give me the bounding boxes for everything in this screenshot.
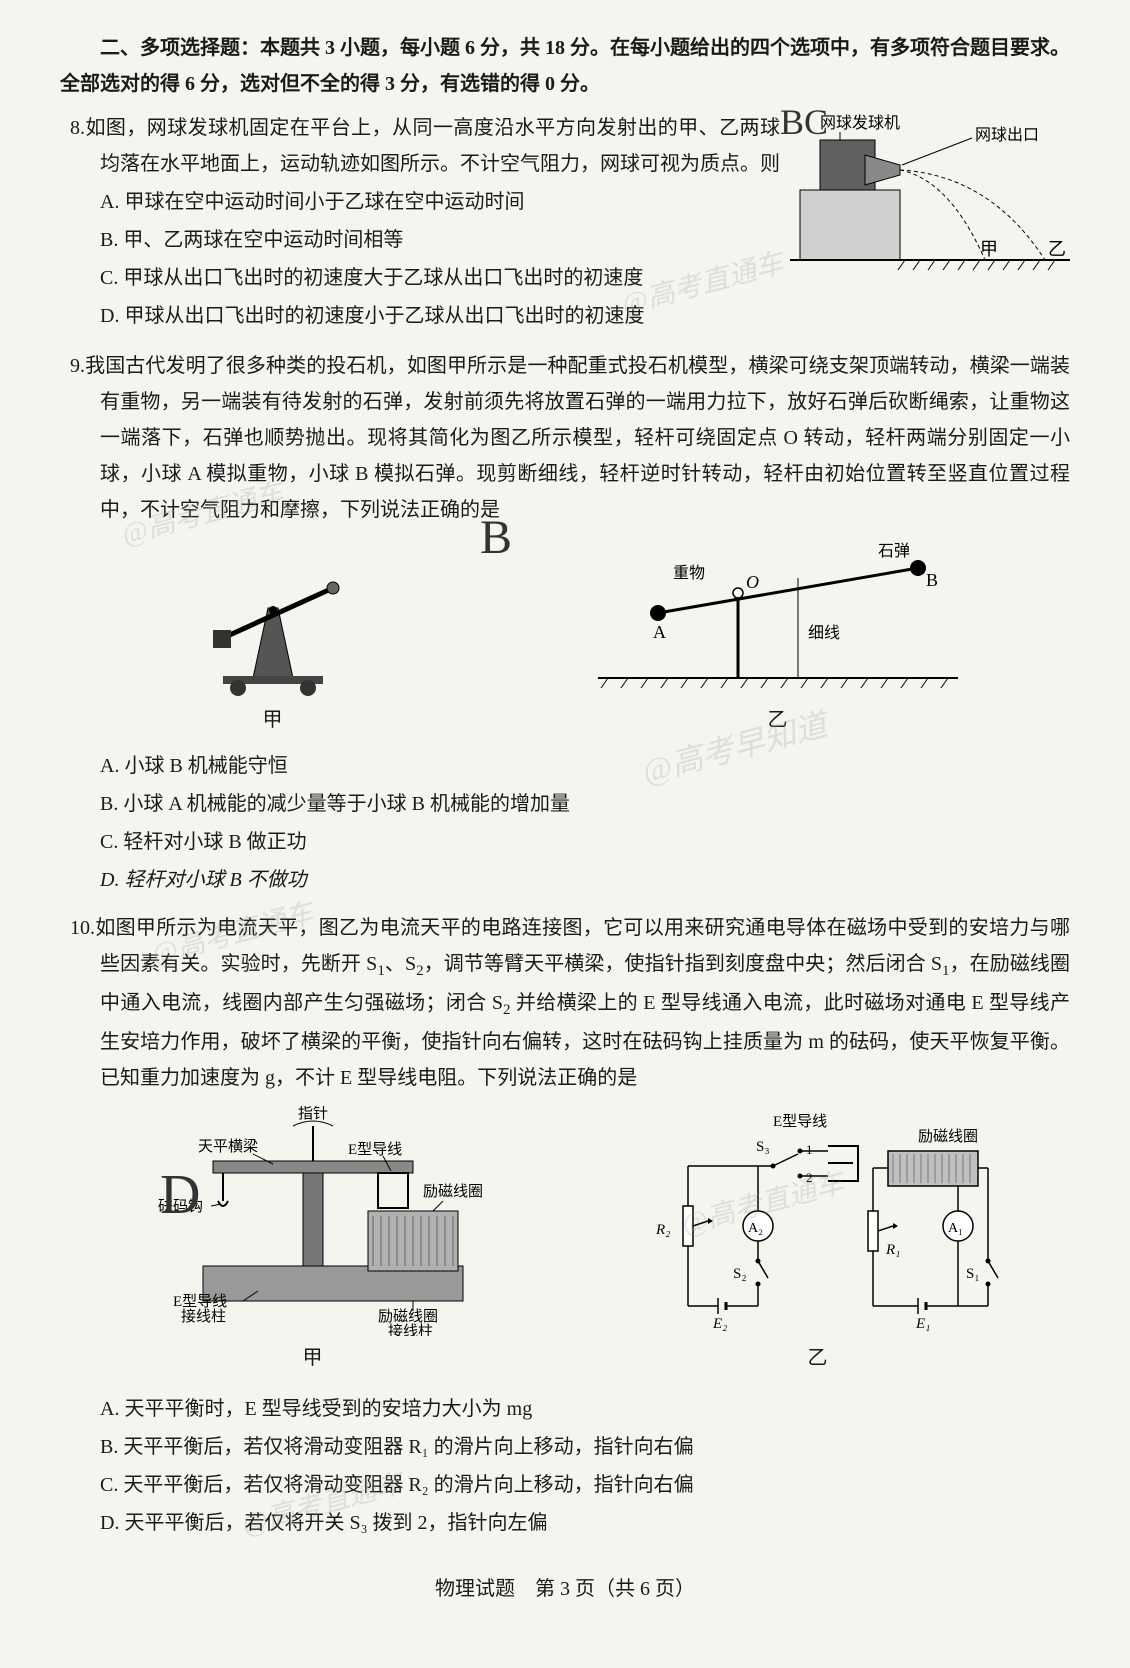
label-beam: 天平横梁 [198, 1138, 258, 1155]
label-O: O [746, 572, 759, 592]
q10-jia-label: 甲 [123, 1340, 503, 1376]
q8-option-D: D. 甲球从出口飞出时的初速度小于乙球从出口飞出时的初速度 [100, 298, 1070, 334]
label-ewire: E型导线 [348, 1141, 402, 1158]
label-S3: S₃ [756, 1139, 770, 1155]
q10-yi-diagram: E₂ R₂ A₂ [628, 1106, 1008, 1336]
label-exit: 网球出口 [975, 126, 1039, 144]
label-yi: 乙 [1048, 239, 1066, 259]
label-term2: 2 [806, 1170, 813, 1185]
q9-option-C: C. 轻杆对小球 B 做正功 [100, 824, 1070, 860]
q10-option-C: C. 天平平衡后，若仅将滑动变阻器 R₂ 的滑片向上移动，指针向右偏 [100, 1467, 1070, 1503]
q9-option-B: B. 小球 A 机械能的减少量等于小球 B 机械能的增加量 [100, 786, 1070, 822]
page-wrap: @高考直通车 @高考直通车 @高考早知道 @高考直通车 @高考直通车 @高考直通… [60, 30, 1070, 1607]
q8-diagram: 网球发球机 网球出口 甲 乙 [790, 110, 1070, 290]
q9-options: A. 小球 B 机械能守恒 B. 小球 A 机械能的减少量等于小球 B 机械能的… [60, 748, 1070, 898]
label-coil: 励磁线圈 [423, 1183, 483, 1200]
label-term1: 1 [806, 1142, 813, 1157]
question-8: 网球发球机 网球出口 甲 乙 [60, 110, 1070, 336]
q9-option-A: A. 小球 B 机械能守恒 [100, 748, 1070, 784]
q10-figure-yi: E₂ R₂ A₂ [628, 1106, 1008, 1376]
label-ewire-yi: E型导线 [773, 1113, 827, 1130]
label-string: 细线 [808, 624, 840, 642]
label-pointer: 指针 [298, 1106, 328, 1122]
label-machine: 网球发球机 [820, 114, 900, 132]
label-weight: 重物 [673, 564, 705, 582]
label-e-term: E型导线 [173, 1293, 227, 1310]
q9-yi-label: 乙 [598, 702, 958, 738]
q9-figure-jia: 甲 [173, 548, 373, 738]
label-B: B [926, 570, 938, 590]
q9-jia-diagram [173, 548, 373, 698]
q8-figure: 网球发球机 网球出口 甲 乙 [790, 110, 1070, 290]
handwritten-answer-9: B [480, 495, 512, 581]
q10-option-B: B. 天平平衡后，若仅将滑动变阻器 R₁ 的滑片向上移动，指针向右偏 [100, 1429, 1070, 1465]
label-A: A [653, 622, 666, 642]
question-9: 9.我国古代发明了很多种类的投石机，如图甲所示是一种配重式投石机模型，横梁可绕支… [60, 348, 1070, 898]
handwritten-answer-8: BC [780, 90, 828, 155]
label-coil-term: 励磁线圈 [378, 1308, 438, 1325]
label-stone: 石弹 [878, 542, 910, 560]
question-10: 10.如图甲所示为电流天平，图乙为电流天平的电路连接图，它可以用来研究通电导体在… [60, 910, 1070, 1541]
q10-options: A. 天平平衡时，E 型导线受到的安培力大小为 mg B. 天平平衡后，若仅将滑… [60, 1391, 1070, 1541]
svg-text:接线柱: 接线柱 [388, 1323, 433, 1336]
q10-option-A: A. 天平平衡时，E 型导线受到的安培力大小为 mg [100, 1391, 1070, 1427]
q10-yi-label: 乙 [628, 1340, 1008, 1376]
q9-option-D: D. 轻杆对小球 B 不做功 [100, 862, 1070, 898]
label-R2: R₂ [655, 1222, 670, 1238]
label-coil-yi: 励磁线圈 [918, 1128, 978, 1145]
handwritten-answer-10: D [160, 1145, 200, 1246]
label-E1: E₁ [915, 1316, 930, 1332]
label-S1: S₁ [966, 1266, 980, 1282]
q10-option-D: D. 天平平衡后，若仅将开关 S₃ 拨到 2，指针向左偏 [100, 1505, 1070, 1541]
q9-jia-label: 甲 [173, 702, 373, 738]
label-A2: A₂ [748, 1221, 763, 1236]
label-S2: S₂ [733, 1266, 747, 1282]
label-A1: A₁ [948, 1221, 963, 1236]
label-jia: 甲 [980, 239, 998, 259]
q9-figure-yi: O A 重物 B 石弹 细线 乙 [598, 538, 958, 738]
section-header: 二、多项选择题：本题共 3 小题，每小题 6 分，共 18 分。在每小题给出的四… [60, 30, 1070, 102]
page-footer: 物理试题 第 3 页（共 6 页） [60, 1571, 1070, 1607]
q10-text: 10.如图甲所示为电流天平，图乙为电流天平的电路连接图，它可以用来研究通电导体在… [70, 910, 1070, 1096]
q9-text: 9.我国古代发明了很多种类的投石机，如图甲所示是一种配重式投石机模型，横梁可绕支… [70, 348, 1070, 528]
label-R1: R₁ [885, 1242, 900, 1258]
q9-yi-diagram: O A 重物 B 石弹 细线 [598, 538, 958, 698]
label-E2: E₂ [712, 1316, 727, 1332]
svg-text:接线柱: 接线柱 [181, 1308, 226, 1325]
